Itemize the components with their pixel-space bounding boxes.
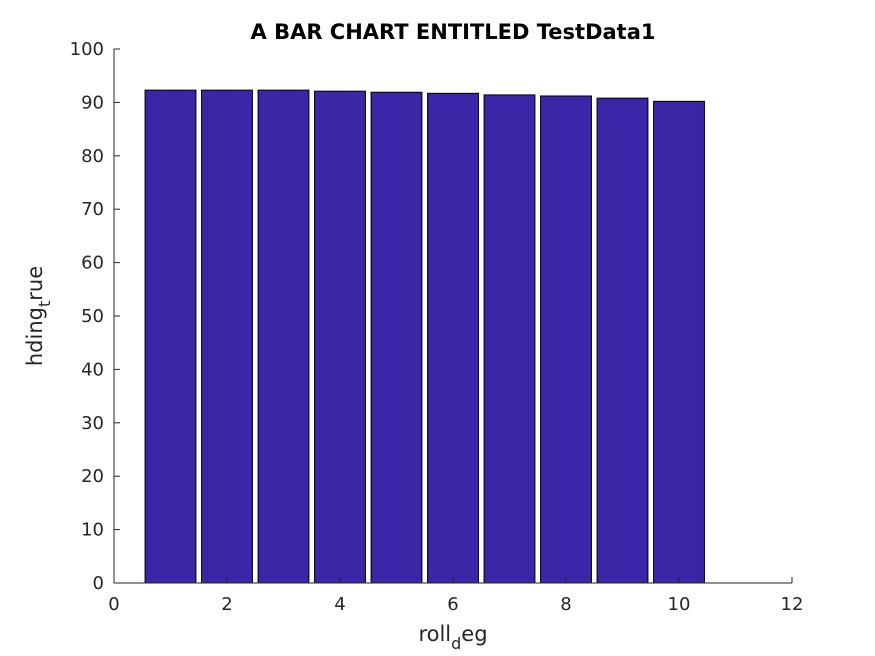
y-tick-label: 30	[81, 413, 104, 434]
y-tick-label: 90	[81, 92, 104, 113]
y-axis-label-base: hding	[23, 307, 47, 366]
y-tick-label: 60	[81, 253, 104, 274]
x-axis-label-rest: eg	[461, 622, 487, 646]
bar	[314, 90, 366, 584]
x-tick-label: 10	[668, 594, 691, 615]
y-tick-label: 40	[81, 359, 104, 380]
bar	[483, 94, 536, 584]
y-tick-label: 70	[81, 199, 104, 220]
y-tick-label: 20	[81, 466, 104, 487]
y-tick-label: 10	[81, 520, 104, 541]
bar	[201, 89, 253, 584]
x-ticks-group: 0 2 4 6 8 10 12	[108, 577, 803, 615]
x-tick-label: 12	[781, 594, 804, 615]
y-tick-label: 100	[70, 39, 104, 60]
y-axis-label: hdingtrue	[23, 266, 54, 366]
y-axis-label-subscript: t	[35, 301, 54, 307]
bars-group	[144, 89, 705, 584]
bar	[596, 97, 649, 584]
x-tick-label: 0	[108, 594, 119, 615]
y-tick-label: 80	[81, 146, 104, 167]
bar	[257, 89, 310, 584]
x-tick-label: 4	[334, 594, 345, 615]
x-tick-label: 2	[221, 594, 232, 615]
x-tick-label: 8	[560, 594, 571, 615]
x-tick-label: 6	[447, 594, 458, 615]
chart-title: A BAR CHART ENTITLED TestData1	[251, 20, 656, 44]
y-ticks-group: 0 10 20 30 40 50 60 70 80 90 100	[70, 39, 120, 594]
bar	[144, 89, 197, 584]
y-tick-label: 50	[81, 306, 104, 327]
y-axis-label-rest: rue	[23, 266, 47, 301]
x-axis-label-subscript: d	[451, 634, 461, 653]
bar	[370, 91, 423, 584]
bar	[653, 100, 705, 584]
y-tick-label: 0	[93, 573, 104, 594]
bar	[427, 92, 479, 584]
x-axis-label: rolldeg	[418, 622, 487, 653]
bar	[540, 95, 592, 584]
x-axis-label-base: roll	[418, 622, 451, 646]
